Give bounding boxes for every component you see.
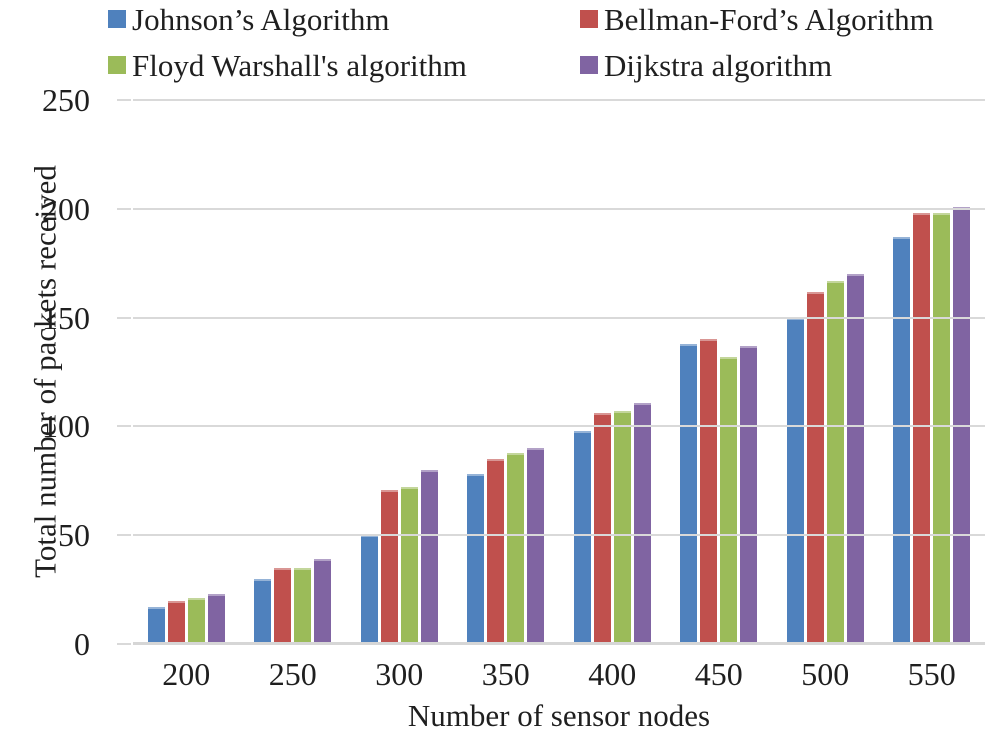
gridline [133, 534, 985, 537]
plot-area [117, 99, 985, 645]
x-tick-label: 450 [694, 656, 743, 692]
bar [527, 448, 545, 644]
bar-group-300 [346, 100, 453, 644]
bar [720, 356, 738, 644]
legend-label: Floyd Warshall's algorithm [132, 47, 467, 83]
y-tick-mark [117, 643, 131, 645]
bar-groups [133, 100, 985, 644]
bar [487, 459, 505, 644]
bar [613, 411, 631, 644]
x-tick-label: 550 [907, 656, 956, 692]
gridline [133, 425, 985, 428]
bar [846, 274, 864, 644]
bar [740, 345, 758, 644]
bar-group-400 [559, 100, 666, 644]
legend-item: Dijkstra algorithm [580, 48, 934, 82]
x-tick-label: 400 [588, 656, 637, 692]
y-tick-mark [117, 207, 131, 210]
bar [633, 402, 651, 644]
y-tick-label: 100 [42, 408, 90, 445]
gridline [133, 207, 985, 210]
bar [700, 339, 718, 644]
legend-label: Johnson’s Algorithm [132, 1, 390, 37]
bar [893, 237, 911, 644]
x-axis-title: Number of sensor nodes [407, 698, 711, 733]
bar [826, 280, 844, 644]
bar [507, 452, 525, 644]
y-tick-mark [117, 534, 131, 537]
x-axis-line [133, 642, 985, 645]
y-tick-mark [117, 99, 131, 101]
y-axis-tick-labels: 0 50 100 150 200 250 [0, 0, 90, 739]
x-tick-label: 300 [375, 656, 424, 692]
bar [933, 213, 951, 644]
y-tick-mark [117, 425, 131, 428]
y-tick-label: 0 [74, 626, 90, 662]
y-tick-label: 150 [42, 299, 90, 336]
legend-item: Johnson’s Algorithm [108, 2, 580, 36]
bar [786, 317, 804, 644]
bar [167, 600, 185, 644]
bar [187, 598, 205, 644]
bar [467, 474, 485, 644]
legend-swatch-icon [108, 10, 126, 28]
legend-swatch-icon [108, 56, 126, 74]
x-axis-tick-labels: 200 250 300 350 400 450 500 550 [133, 658, 985, 690]
x-tick-label: 250 [268, 656, 317, 692]
bar-group-250 [240, 100, 347, 644]
bar [913, 213, 931, 644]
legend-swatch-icon [580, 10, 598, 28]
bar [806, 291, 824, 644]
bar [147, 607, 165, 644]
bar [294, 567, 312, 644]
bar [380, 489, 398, 644]
y-tick-label: 50 [58, 517, 90, 554]
x-tick-label: 350 [481, 656, 530, 692]
x-tick-label: 200 [162, 656, 211, 692]
legend-item: Bellman-Ford’s Algorithm [580, 2, 934, 36]
bar-group-200 [133, 100, 240, 644]
y-tick-label: 250 [42, 82, 90, 118]
bar [207, 594, 225, 644]
legend: Johnson’s Algorithm Bellman-Ford’s Algori… [108, 2, 934, 82]
bar [593, 413, 611, 644]
bar [680, 343, 698, 644]
bar [400, 487, 418, 644]
bar [254, 578, 272, 644]
legend-label: Dijkstra algorithm [604, 47, 833, 83]
x-tick-label: 500 [801, 656, 850, 692]
bar-group-350 [453, 100, 560, 644]
y-tick-mark [117, 316, 131, 319]
bar-group-450 [666, 100, 773, 644]
bar-group-500 [772, 100, 879, 644]
bar [314, 559, 332, 644]
bar [360, 535, 378, 644]
y-tick-label: 200 [42, 190, 90, 227]
bar [573, 430, 591, 644]
bar [420, 469, 438, 644]
bar-group-550 [879, 100, 986, 644]
legend-item: Floyd Warshall's algorithm [108, 48, 580, 82]
legend-swatch-icon [580, 56, 598, 74]
gridline [133, 316, 985, 319]
legend-label: Bellman-Ford’s Algorithm [604, 1, 934, 37]
gridline [133, 99, 985, 101]
bar [274, 567, 292, 644]
